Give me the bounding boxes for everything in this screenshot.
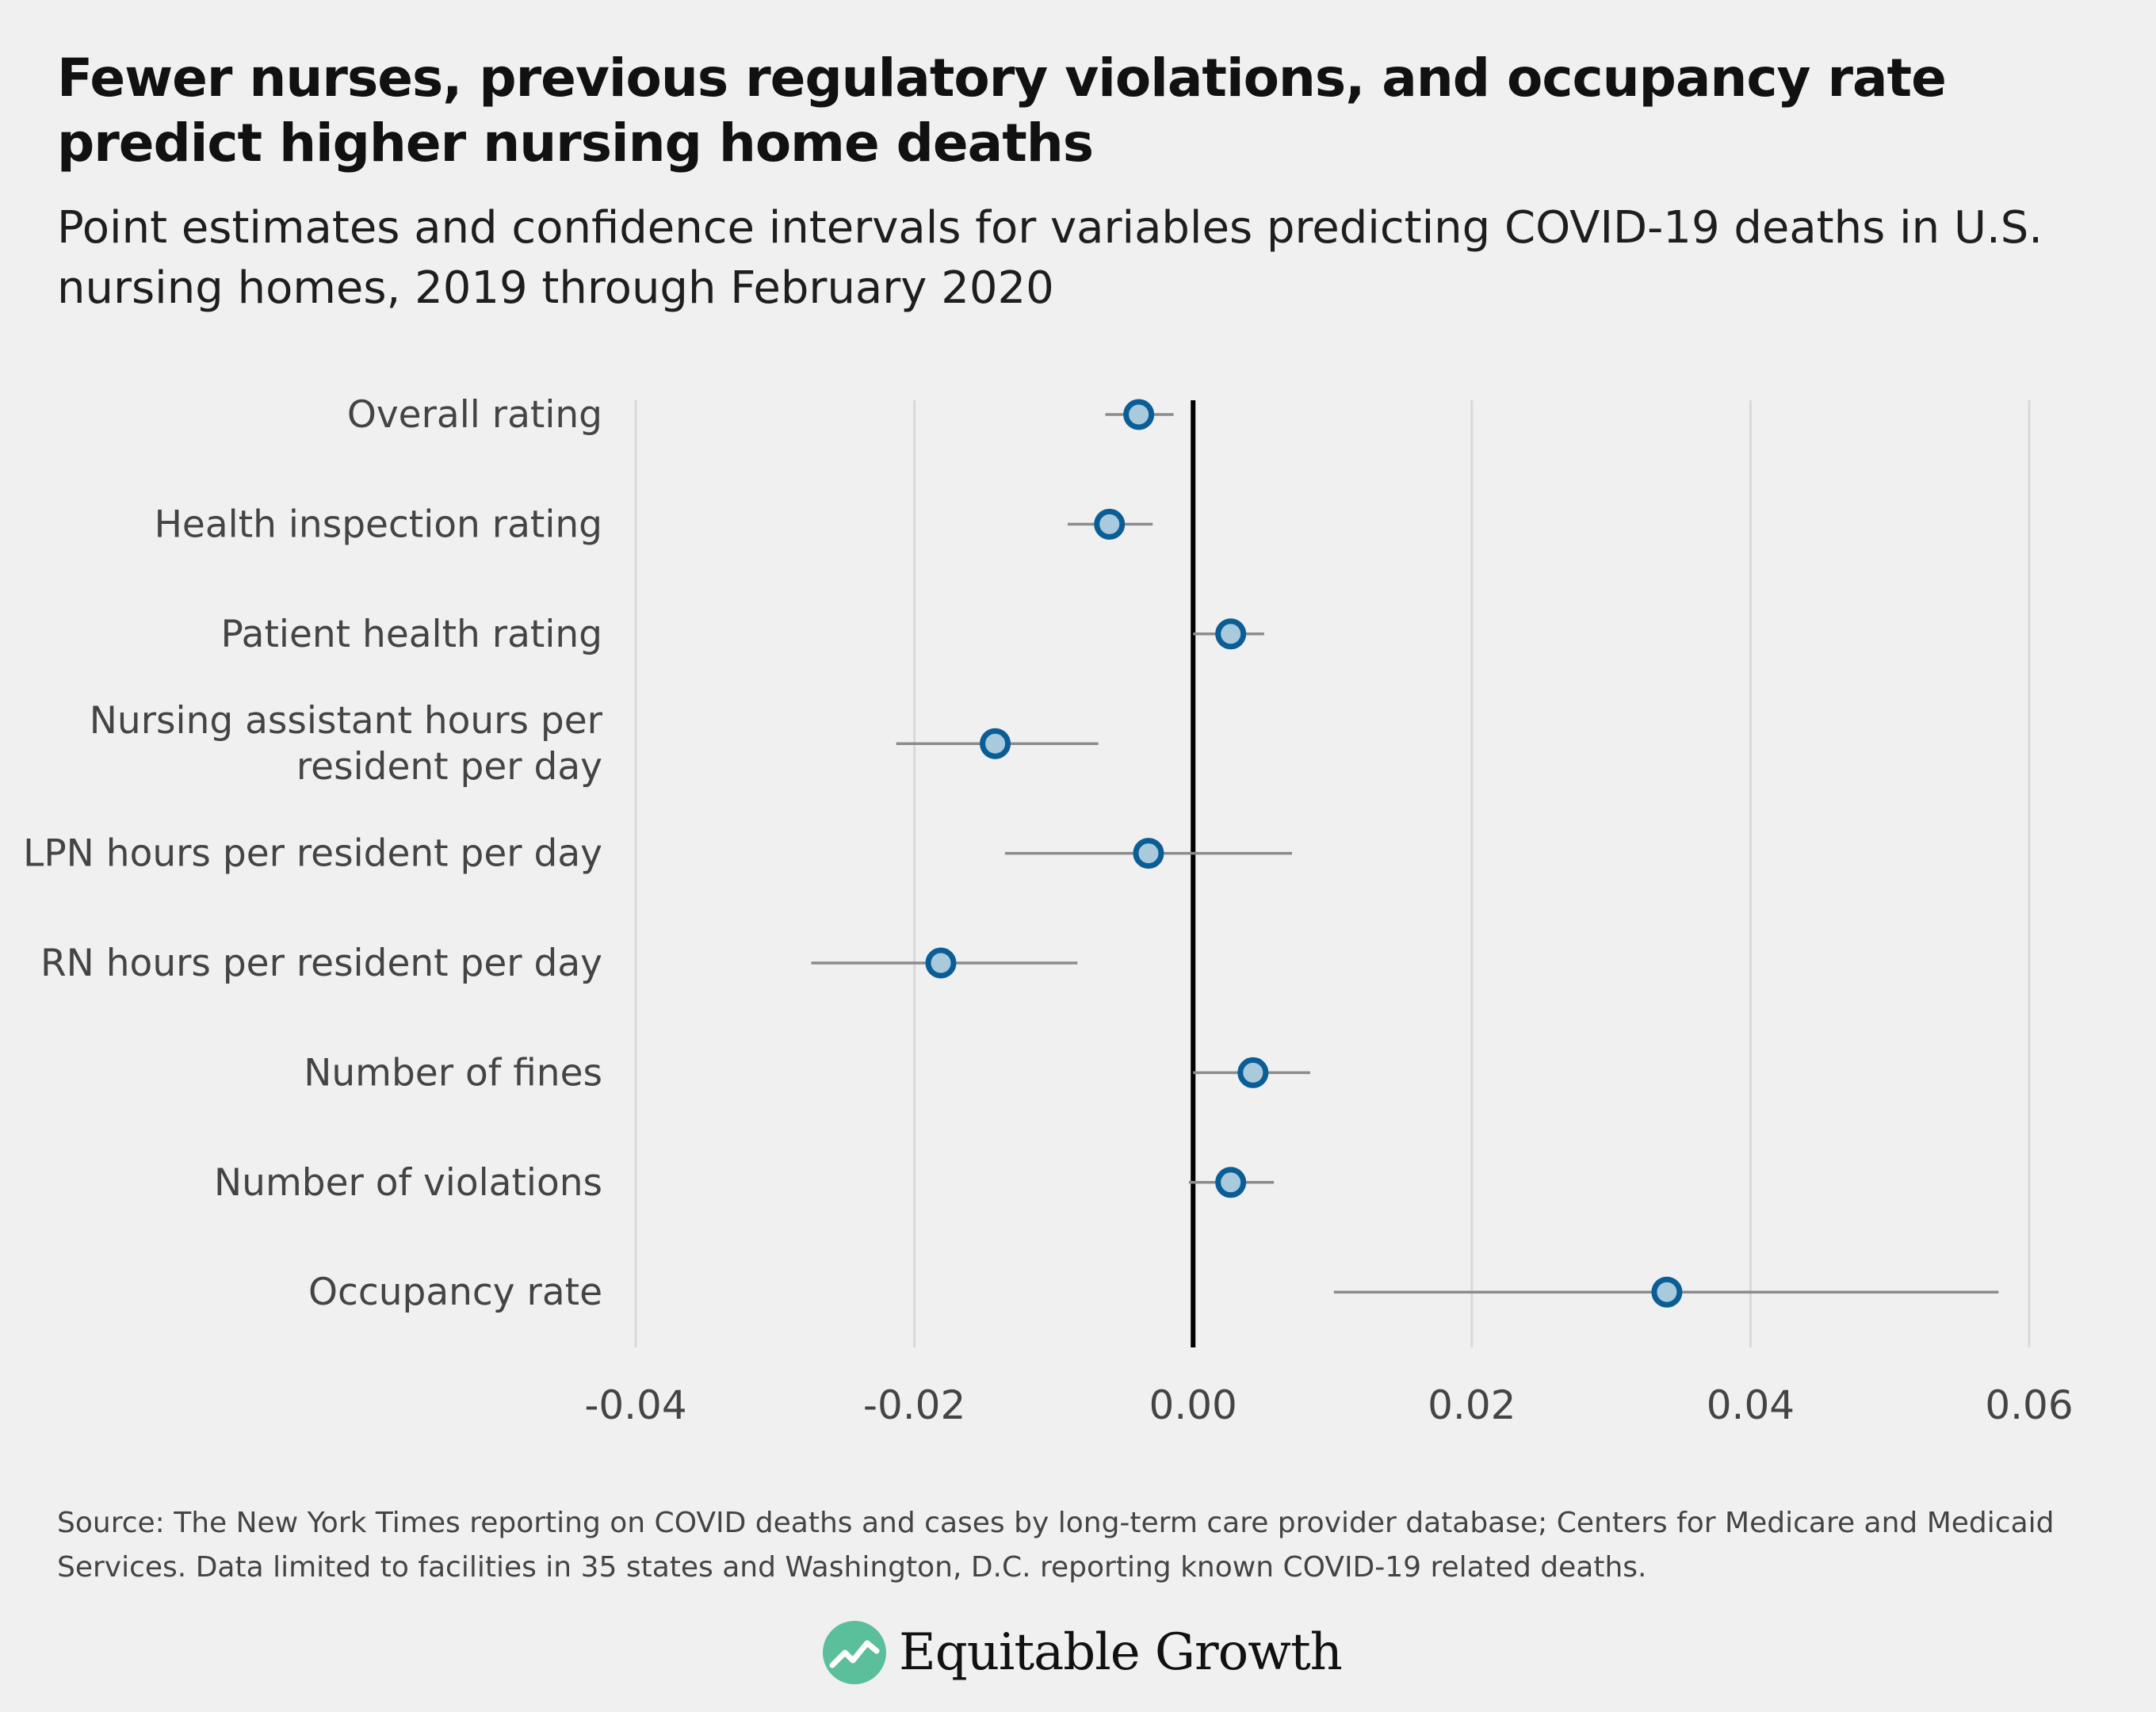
- x-tick-label: -0.02: [863, 1382, 965, 1428]
- equitable-growth-logo[interactable]: Equitable Growth: [821, 1617, 1343, 1688]
- point-estimate: [1215, 1167, 1247, 1198]
- x-tick-label: 0.02: [1428, 1382, 1516, 1428]
- point-estimate: [1123, 399, 1155, 430]
- x-tick-label: 0.06: [1985, 1382, 2073, 1428]
- point-estimate: [925, 947, 957, 979]
- growth-chart-logo-icon: [823, 1621, 886, 1684]
- category-label: resident per day: [296, 745, 602, 789]
- x-tick-label: 0.04: [1707, 1382, 1795, 1428]
- point-estimate: [1094, 508, 1126, 540]
- category-label: Occupancy rate: [308, 1271, 602, 1314]
- point-estimate: [1133, 838, 1164, 869]
- category-label: Health inspection rating: [155, 503, 602, 546]
- x-tick-label: -0.04: [584, 1382, 686, 1428]
- point-estimate: [980, 728, 1011, 759]
- chart-title: Fewer nurses, previous regulatory violat…: [57, 48, 1947, 174]
- source-note: Source: The New York Times reporting on …: [57, 1507, 2055, 1584]
- point-estimate: [1651, 1276, 1683, 1308]
- forest-plot: -0.04 -0.02 0.00 0.02 0.04 0.06 Overall rating…: [23, 393, 2074, 1428]
- point-estimate: [1237, 1057, 1269, 1088]
- category-label: Nursing assistant hours per: [90, 699, 603, 743]
- category-label: Number of violations: [214, 1161, 602, 1205]
- x-tick-label: 0.00: [1149, 1382, 1237, 1428]
- category-label: Overall rating: [347, 393, 602, 437]
- point-estimate: [1215, 618, 1247, 650]
- category-label: RN hours per resident per day: [40, 942, 602, 985]
- chart-subtitle: Point estimates and confidence intervals…: [57, 202, 2043, 314]
- brand-name: Equitable Growth: [899, 1623, 1343, 1682]
- category-label: Patient health rating: [220, 613, 602, 656]
- category-label: LPN hours per resident per day: [23, 832, 602, 876]
- category-label: Number of fines: [304, 1051, 602, 1095]
